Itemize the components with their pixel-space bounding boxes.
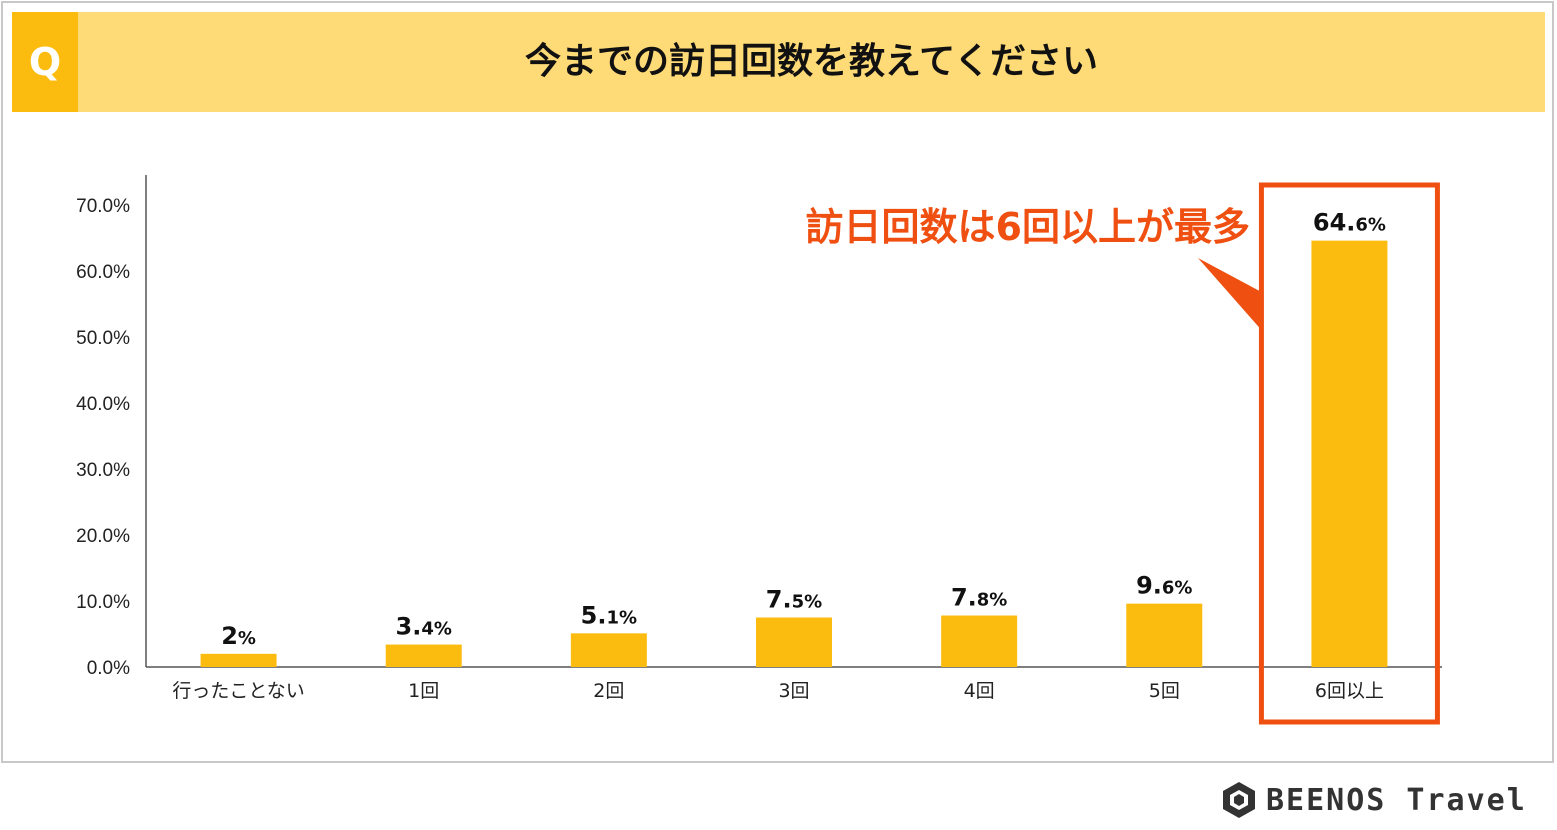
bar <box>1311 240 1388 667</box>
data-label: 7.8% <box>951 584 1007 612</box>
category-label: 1回 <box>408 680 439 702</box>
y-tick-label: 60.0% <box>76 262 130 283</box>
category-label: 4回 <box>964 680 995 702</box>
highlight-box <box>1258 182 1440 725</box>
bar <box>1126 603 1203 667</box>
category-label: 行ったことない <box>172 680 304 702</box>
question-title: 今までの訪日回数を教えてください <box>524 41 1099 82</box>
y-tick-label: 70.0% <box>76 196 130 217</box>
data-label: 2% <box>221 622 256 650</box>
data-label: 3.4% <box>396 613 452 641</box>
bar <box>570 633 647 667</box>
y-tick-label: 0.0% <box>87 658 130 679</box>
data-label: 5.1% <box>581 601 637 629</box>
category-label: 6回以上 <box>1315 680 1384 702</box>
bar <box>756 617 832 667</box>
bar <box>200 653 277 667</box>
y-tick-label: 20.0% <box>76 526 130 547</box>
question-bar <box>12 12 1545 112</box>
bar <box>941 615 1018 667</box>
brand-logo: BEENOS Travel <box>1222 780 1527 820</box>
bar <box>385 644 462 667</box>
data-label: 7.5% <box>766 586 822 614</box>
y-tick-label: 50.0% <box>76 328 130 349</box>
y-tick-label: 10.0% <box>76 592 130 613</box>
category-label: 5回 <box>1149 680 1180 702</box>
question-badge <box>12 12 78 112</box>
data-label: 9.6% <box>1136 572 1192 600</box>
brand-name: BEENOS Travel <box>1266 782 1527 818</box>
y-tick-label: 30.0% <box>76 460 130 481</box>
category-label: 3回 <box>778 680 809 702</box>
data-label: 64.6% <box>1313 209 1386 237</box>
category-label: 2回 <box>593 680 624 702</box>
callout-pointer <box>1198 258 1262 330</box>
highlight-callout: 訪日回数は6回以上が最多 <box>805 205 1250 249</box>
y-tick-label: 40.0% <box>76 394 130 415</box>
hexagon-logo-icon <box>1223 782 1255 818</box>
question-badge-label: Q <box>28 40 62 84</box>
